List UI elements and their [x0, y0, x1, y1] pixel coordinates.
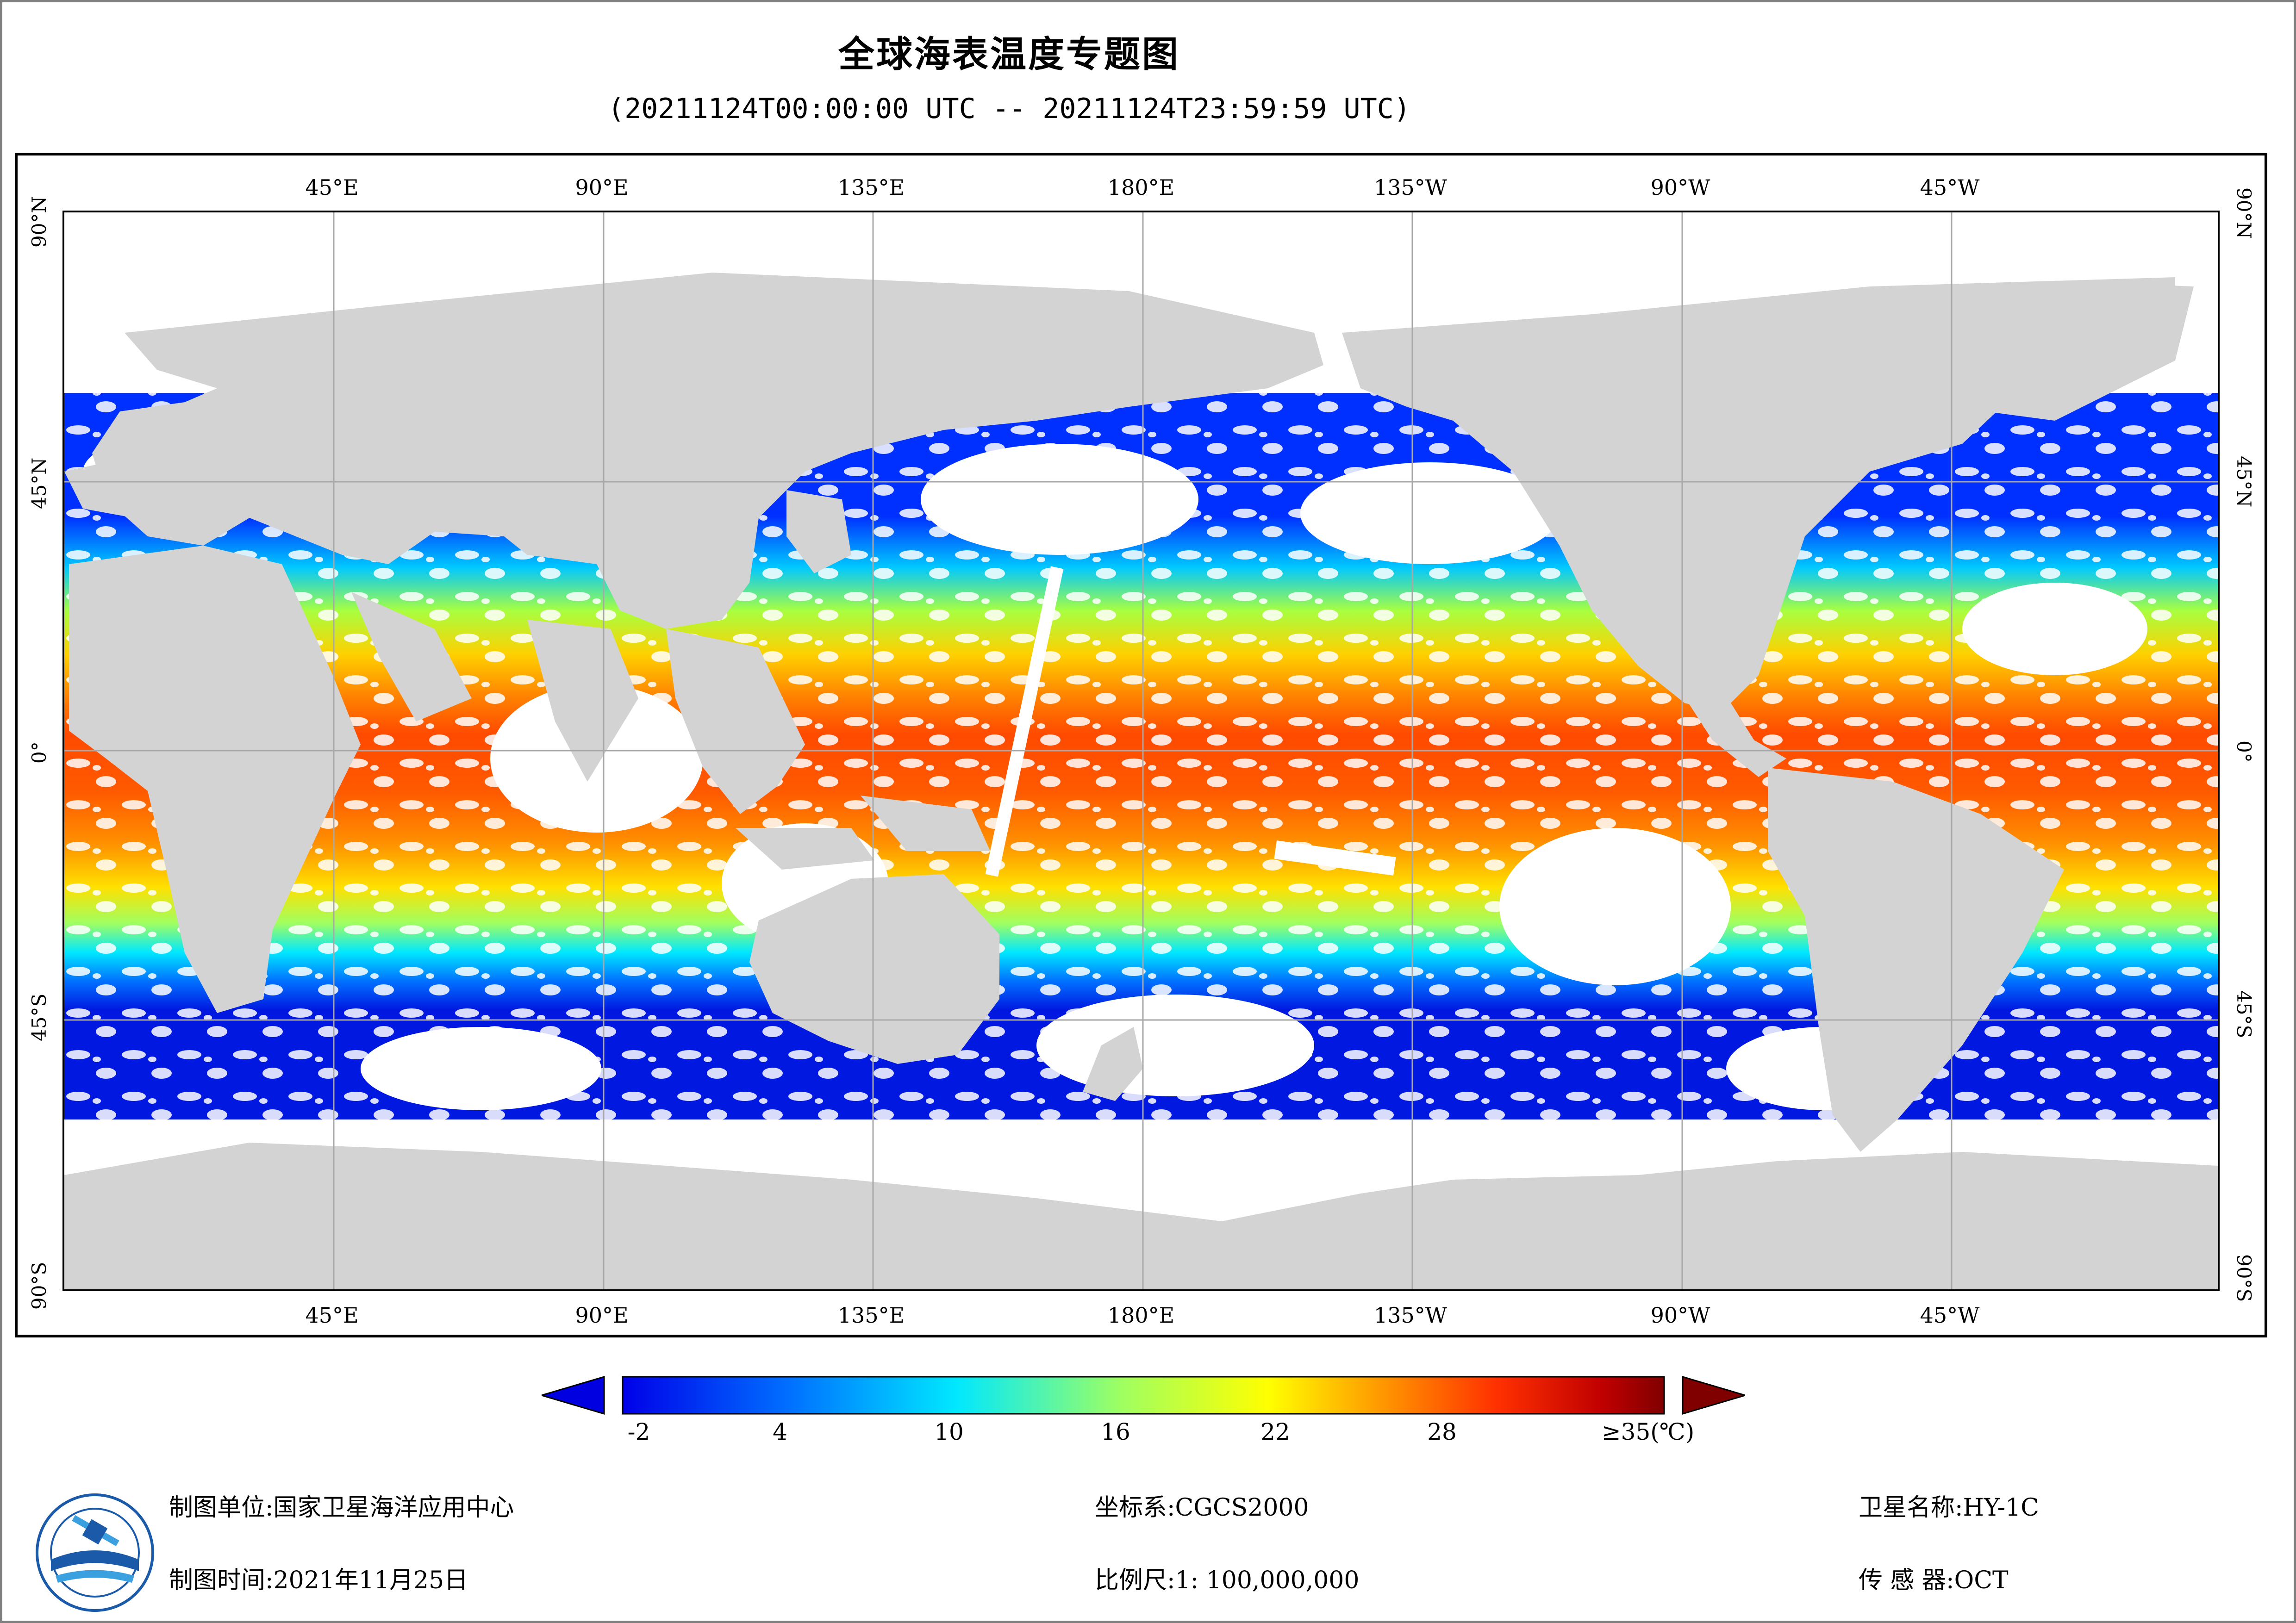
lat-label-right: 0° — [2233, 740, 2255, 763]
lon-label-bottom: 90°E — [575, 1303, 629, 1328]
sensor-info: 传 感 器:OCT — [1859, 1561, 2009, 1595]
lat-label-right: 90°N — [2233, 187, 2255, 239]
map-time-info: 制图时间:2021年11月25日 — [169, 1561, 468, 1595]
time-label: 制图时间: — [169, 1567, 274, 1594]
crs-info: 坐标系:CGCS2000 — [1095, 1488, 1309, 1523]
scale-label: 比例尺: — [1095, 1567, 1175, 1594]
map-frame — [15, 153, 2267, 1337]
colorbar-tick: 28 — [1427, 1418, 1457, 1445]
time-value: 2021年11月25日 — [273, 1567, 468, 1594]
graticule — [64, 212, 2218, 1289]
colorbar-tick: 16 — [1101, 1418, 1130, 1445]
lon-label-bottom: 90°W — [1650, 1303, 1710, 1328]
lat-label-right: 90°S — [2233, 1254, 2255, 1302]
lon-label-top: 90°E — [575, 175, 629, 200]
sst-map — [62, 211, 2220, 1291]
colorbar — [542, 1375, 1745, 1415]
lon-label-top: 90°W — [1650, 175, 1710, 200]
lon-label-bottom: 180°E — [1107, 1303, 1175, 1328]
nsoas-logo-icon — [36, 1493, 154, 1612]
colorbar-tick: 4 — [773, 1418, 787, 1445]
colorbar-tick: 22 — [1260, 1418, 1290, 1445]
land-masses — [64, 273, 2218, 1289]
colorbar-high-arrow — [1682, 1375, 1745, 1415]
lon-label-bottom: 45°W — [1920, 1303, 1980, 1328]
lon-label-bottom: 135°W — [1373, 1303, 1447, 1328]
lat-label-left: 90°N — [28, 196, 50, 248]
org-value: 国家卫星海洋应用中心 — [273, 1494, 514, 1522]
satellite-value: HY-1C — [1963, 1494, 2039, 1522]
colorbar-tick: -2 — [627, 1418, 650, 1445]
lon-label-bottom: 135°E — [837, 1303, 905, 1328]
crs-label: 坐标系: — [1095, 1494, 1175, 1522]
colorbar-low-arrow — [542, 1375, 605, 1415]
crs-value: CGCS2000 — [1175, 1494, 1309, 1522]
sensor-label: 传 感 器: — [1859, 1567, 1954, 1594]
colorbar-tick: ≥35(℃) — [1601, 1418, 1695, 1445]
lon-label-top: 180°E — [1107, 175, 1175, 200]
colorbar-tick: 10 — [934, 1418, 964, 1445]
lon-label-top: 135°E — [837, 175, 905, 200]
sensor-value: OCT — [1954, 1567, 2009, 1594]
scale-info: 比例尺:1: 100,000,000 — [1095, 1561, 1359, 1595]
sst-map-canvas — [64, 212, 2218, 1289]
satellite-label: 卫星名称: — [1859, 1494, 1963, 1522]
lon-label-top: 45°E — [305, 175, 359, 200]
lon-label-top: 45°W — [1920, 175, 1980, 200]
lat-label-left: 45°N — [28, 457, 50, 509]
scale-value: 1: 100,000,000 — [1175, 1567, 1360, 1594]
colorbar-ramp — [622, 1376, 1665, 1415]
org-label: 制图单位: — [169, 1494, 274, 1522]
lon-label-bottom: 45°E — [305, 1303, 359, 1328]
satellite-info: 卫星名称:HY-1C — [1859, 1488, 2039, 1523]
lat-label-right: 45°S — [2233, 990, 2255, 1038]
lat-label-left: 45°S — [28, 993, 50, 1041]
lon-label-top: 135°W — [1373, 175, 1447, 200]
lat-label-left: 0° — [28, 741, 50, 764]
page-title: 全球海表温度专题图 — [838, 34, 1180, 75]
org-info: 制图单位:国家卫星海洋应用中心 — [169, 1488, 514, 1523]
time-range-subtitle: (20211124T00:00:00 UTC -- 20211124T23:59… — [608, 93, 1410, 125]
lat-label-right: 45°N — [2233, 456, 2255, 508]
lat-label-left: 90°S — [28, 1262, 50, 1310]
